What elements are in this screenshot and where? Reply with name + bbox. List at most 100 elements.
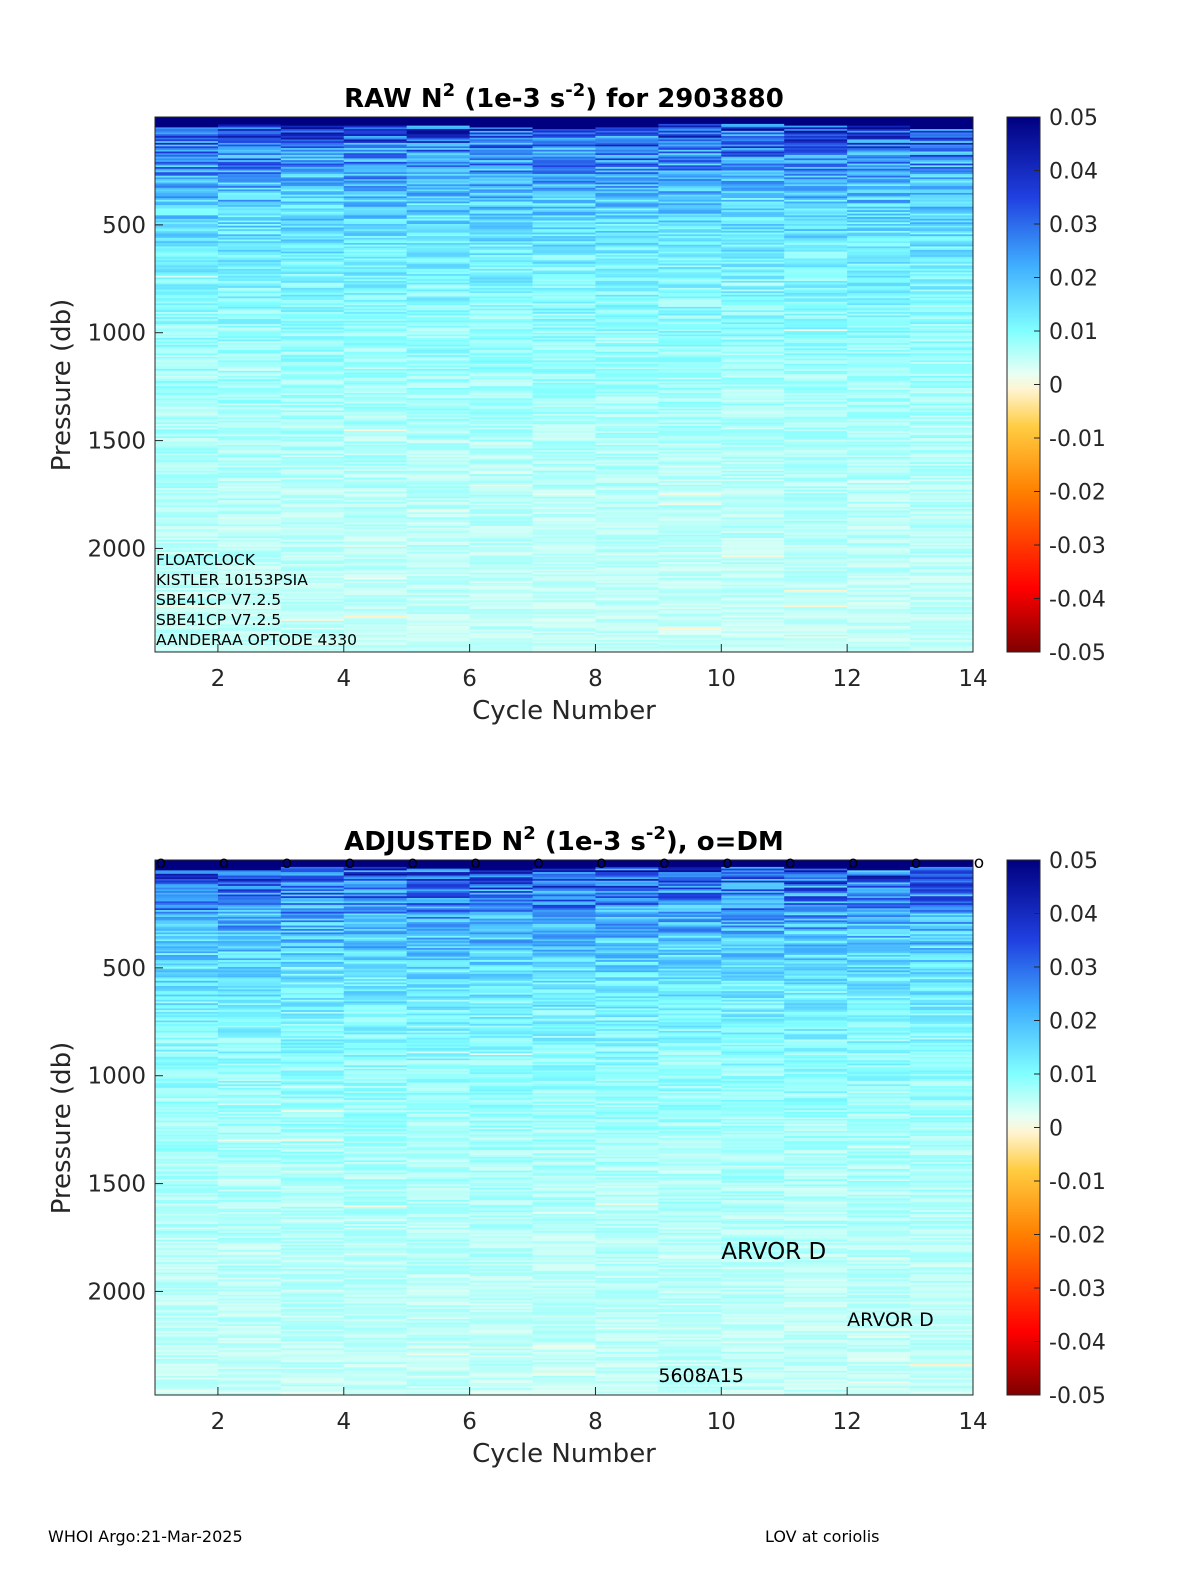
heatmap-cell xyxy=(595,337,659,341)
heatmap-cell xyxy=(217,1127,282,1130)
heatmap-cell xyxy=(784,256,848,259)
heatmap-cell xyxy=(217,1079,282,1082)
heatmap-cell xyxy=(595,438,659,441)
heatmap-cell xyxy=(532,545,596,548)
heatmap-cell xyxy=(280,949,345,952)
heatmap-cell xyxy=(910,565,974,568)
heatmap-cell xyxy=(343,270,408,273)
heatmap-cell xyxy=(217,1087,282,1090)
heatmap-cell xyxy=(217,939,282,942)
heatmap-cell xyxy=(910,127,974,130)
heatmap-cell xyxy=(217,620,282,624)
heatmap-cell xyxy=(217,1351,282,1354)
heatmap-cell xyxy=(532,331,596,334)
heatmap-cell xyxy=(721,194,785,197)
heatmap-cell xyxy=(469,548,534,551)
heatmap-cell xyxy=(343,400,408,403)
heatmap-cell xyxy=(155,534,219,537)
heatmap-cell xyxy=(280,1022,345,1025)
heatmap-cell xyxy=(658,296,722,299)
heatmap-cell xyxy=(280,1263,345,1266)
heatmap-cell xyxy=(910,244,974,247)
heatmap-cell xyxy=(155,1158,219,1161)
heatmap-cell xyxy=(155,992,219,996)
heatmap-cell xyxy=(155,1388,219,1391)
heatmap-cell xyxy=(721,251,785,254)
heatmap-cell xyxy=(532,332,596,335)
heatmap-cell xyxy=(469,381,534,384)
heatmap-cell xyxy=(217,1272,282,1275)
heatmap-cell xyxy=(910,367,974,370)
heatmap-cell xyxy=(595,451,659,454)
heatmap-cell xyxy=(406,123,471,127)
heatmap-cell xyxy=(784,553,848,556)
heatmap-cell xyxy=(658,381,722,384)
heatmap-cell xyxy=(217,500,282,503)
heatmap-cell xyxy=(155,1029,219,1032)
heatmap-cell xyxy=(658,139,722,142)
heatmap-cell xyxy=(406,519,471,522)
heatmap-cell xyxy=(217,372,282,375)
heatmap-cell xyxy=(280,908,345,911)
heatmap-cell xyxy=(784,179,848,182)
heatmap-cell xyxy=(217,1092,282,1096)
heatmap-cell xyxy=(469,503,534,506)
heatmap-cell xyxy=(847,446,911,449)
heatmap-cell xyxy=(721,489,785,492)
heatmap-cell xyxy=(406,513,471,517)
heatmap-cell xyxy=(469,172,534,175)
heatmap-cell xyxy=(280,1025,345,1028)
heatmap-cell xyxy=(721,218,785,221)
heatmap-cell xyxy=(847,563,911,567)
heatmap-cell xyxy=(280,1229,345,1232)
heatmap-cell xyxy=(847,315,911,318)
heatmap-cell xyxy=(532,149,596,152)
heatmap-cell xyxy=(910,567,974,570)
heatmap-cell xyxy=(280,1172,345,1175)
heatmap-cell xyxy=(280,560,345,563)
heatmap-cell xyxy=(784,620,848,624)
heatmap-cell xyxy=(595,400,659,403)
heatmap-cell xyxy=(155,904,219,907)
heatmap-cell xyxy=(595,325,659,328)
heatmap-cell xyxy=(532,645,596,648)
heatmap-cell xyxy=(721,274,785,277)
heatmap-cell xyxy=(217,1319,282,1322)
heatmap-cell xyxy=(658,267,722,270)
heatmap-cell xyxy=(847,520,911,523)
heatmap-cell xyxy=(784,582,848,586)
heatmap-cell xyxy=(155,284,219,287)
heatmap-cell xyxy=(658,619,722,622)
heatmap-cell xyxy=(155,460,219,463)
heatmap-cell xyxy=(406,405,471,408)
heatmap-cell xyxy=(595,519,659,522)
heatmap-cell xyxy=(406,595,471,598)
heatmap-cell xyxy=(155,146,219,149)
heatmap-cell xyxy=(469,280,534,284)
heatmap-cell xyxy=(721,560,785,563)
heatmap-cell xyxy=(217,1137,282,1140)
heatmap-cell xyxy=(217,1227,282,1230)
heatmap-cell xyxy=(280,1248,345,1251)
heatmap-cell xyxy=(280,1120,345,1123)
heatmap-cell xyxy=(721,605,785,608)
heatmap-cell xyxy=(280,582,345,586)
heatmap-cell xyxy=(406,211,471,215)
heatmap-cell xyxy=(343,141,408,144)
heatmap-cell xyxy=(658,633,722,636)
heatmap-cell xyxy=(658,607,722,610)
heatmap-cell xyxy=(155,1132,219,1135)
heatmap-cell xyxy=(469,574,534,577)
heatmap-cell xyxy=(784,507,848,510)
heatmap-cell xyxy=(595,301,659,304)
heatmap-cell xyxy=(217,1148,282,1151)
heatmap-cell xyxy=(532,503,596,506)
heatmap-cell xyxy=(217,177,282,180)
heatmap-cell xyxy=(280,1317,345,1320)
heatmap-cell xyxy=(784,617,848,620)
heatmap-cell xyxy=(469,337,534,341)
heatmap-cell xyxy=(406,291,471,294)
heatmap-cell xyxy=(847,532,911,536)
heatmap-cell xyxy=(847,275,911,278)
heatmap-cell xyxy=(280,419,345,422)
